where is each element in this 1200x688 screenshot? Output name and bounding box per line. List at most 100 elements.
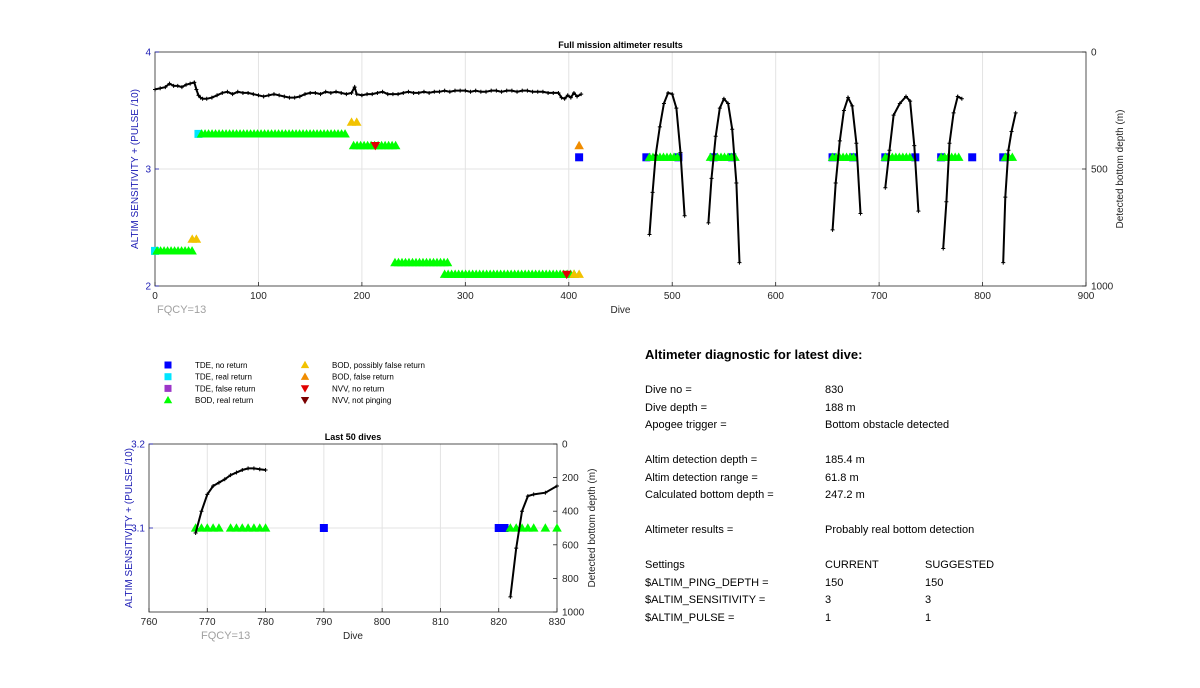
last50-x-tick-label: 760 bbox=[141, 617, 158, 628]
main-marker-nvv-no-return bbox=[561, 270, 572, 280]
last50-marker-bod-real-return bbox=[528, 523, 539, 532]
last50-x-tick-label: 800 bbox=[374, 617, 391, 628]
main-depth-point bbox=[235, 89, 240, 94]
main-depth-point bbox=[411, 90, 416, 95]
main-x-tick-label: 100 bbox=[250, 291, 267, 302]
diag-label: Dive depth = bbox=[645, 401, 708, 414]
main-depth-point bbox=[556, 90, 561, 95]
main-depth-point bbox=[504, 88, 509, 93]
main-depth-point bbox=[401, 90, 406, 95]
main-depth-point bbox=[246, 90, 251, 95]
main-depth-point bbox=[175, 83, 180, 88]
last50-y-right-tick-label: 800 bbox=[562, 574, 579, 585]
main-x-tick-label: 900 bbox=[1078, 291, 1095, 302]
main-depth-point bbox=[559, 95, 564, 100]
main-depth-point bbox=[647, 232, 652, 237]
setting-current: 3 bbox=[825, 594, 832, 606]
main-depth-point bbox=[354, 92, 359, 97]
settings-header-row: Settings CURRENT SUGGESTED bbox=[645, 559, 1165, 577]
diagnostic-row: Calculated bottom depth = 247.2 m bbox=[645, 489, 1165, 507]
main-marker-bod-possibly-false-return bbox=[191, 234, 202, 243]
legend-label: BOD, real return bbox=[195, 396, 253, 405]
main-depth-point bbox=[370, 92, 375, 97]
main-depth-point bbox=[200, 96, 205, 101]
main-depth-point bbox=[916, 209, 921, 214]
main-depth-point bbox=[396, 92, 401, 97]
main-depth-point bbox=[167, 81, 172, 86]
settings-header-suggested: SUGGESTED bbox=[925, 559, 995, 571]
diagnostic-row: Apogee trigger = Bottom obstacle detected bbox=[645, 419, 1165, 437]
main-y-left-tick-label: 4 bbox=[145, 48, 151, 59]
diag-value: 185.4 m bbox=[825, 454, 865, 466]
diag-label: Altimeter results = bbox=[645, 524, 734, 536]
legend-marker bbox=[164, 361, 172, 369]
diag-label: Dive no = bbox=[645, 384, 692, 396]
main-depth-point bbox=[442, 88, 447, 93]
last50-marker-tde-no-return bbox=[500, 524, 509, 532]
main-depth-point bbox=[947, 141, 952, 146]
main-depth-point bbox=[897, 101, 902, 106]
last50-fqcy-annotation: FQCY=13 bbox=[201, 630, 250, 642]
main-y-right-tick-label: 0 bbox=[1091, 48, 1097, 59]
main-depth-point bbox=[302, 92, 307, 97]
main-depth-point bbox=[447, 89, 452, 94]
main-depth-point bbox=[955, 94, 960, 99]
legend-label: NVV, not pinging bbox=[332, 396, 391, 405]
setting-label: $ALTIM_PULSE = bbox=[645, 611, 735, 624]
main-x-tick-label: 700 bbox=[871, 291, 888, 302]
last50-marker-bod-real-return bbox=[214, 523, 224, 532]
main-marker-bod-possibly-false-return bbox=[351, 117, 362, 126]
main-depth-point bbox=[706, 220, 711, 225]
main-depth-point bbox=[1001, 260, 1006, 265]
main-depth-point bbox=[365, 92, 370, 97]
settings-row: $ALTIM_PING_DEPTH = 150 150 bbox=[645, 577, 1165, 595]
diag-label: Calculated bottom depth = bbox=[645, 489, 774, 501]
main-depth-point bbox=[230, 92, 235, 97]
main-depth-line bbox=[1002, 112, 1017, 263]
main-depth-point bbox=[163, 85, 168, 90]
main-depth-point bbox=[297, 94, 302, 99]
main-marker-bod-possibly-false-return bbox=[569, 269, 579, 278]
last50-depth-point bbox=[240, 468, 245, 473]
last50-depth-point bbox=[543, 490, 548, 495]
main-depth-point bbox=[575, 94, 580, 99]
settings-row: $ALTIM_SENSITIVITY = 3 3 bbox=[645, 594, 1165, 612]
last50-depth-point bbox=[211, 484, 216, 488]
main-depth-point bbox=[390, 92, 395, 97]
legend-label: BOD, false return bbox=[332, 373, 394, 382]
main-depth-point bbox=[256, 93, 261, 98]
last50-depth-point bbox=[205, 492, 210, 497]
main-depth-point bbox=[713, 134, 718, 139]
main-depth-point bbox=[730, 127, 735, 132]
diag-label: Apogee trigger = bbox=[645, 419, 727, 431]
main-depth-point bbox=[261, 94, 266, 99]
last50-y-right-tick-label: 1000 bbox=[562, 608, 585, 619]
last50-depth-point bbox=[234, 470, 239, 475]
last50-marker-tde-no-return bbox=[319, 524, 328, 532]
main-depth-point bbox=[251, 92, 256, 97]
last50-y-left-tick-label: 3.2 bbox=[131, 440, 145, 451]
main-depth-point bbox=[941, 246, 946, 251]
main-depth-point bbox=[484, 89, 489, 94]
main-marker-bod-real bbox=[442, 257, 453, 267]
main-depth-point bbox=[344, 92, 349, 97]
main-x-tick-label: 400 bbox=[560, 291, 577, 302]
main-x-tick-label: 800 bbox=[974, 291, 991, 302]
main-depth-point bbox=[830, 227, 835, 232]
main-y-right-tick-label: 1000 bbox=[1091, 282, 1114, 293]
diag-value: 61.8 m bbox=[825, 471, 859, 484]
settings-header-current: CURRENT bbox=[825, 559, 879, 571]
diagnostic-title: Altimeter diagnostic for latest dive: bbox=[645, 347, 863, 362]
last50-marker-bod-real-return bbox=[260, 523, 271, 532]
last50-depth-point bbox=[514, 546, 519, 551]
last50-x-tick-label: 820 bbox=[490, 617, 507, 628]
diag-value: Probably real bottom detection bbox=[825, 524, 975, 536]
last50-depth-point bbox=[193, 531, 198, 536]
main-depth-point bbox=[427, 90, 432, 95]
main-depth-point bbox=[579, 92, 584, 97]
main-depth-point bbox=[562, 96, 567, 101]
main-depth-point bbox=[682, 213, 687, 218]
main-y-left-axis-label: ALTIM SENSITIVITY + (PULSE /10) bbox=[130, 89, 141, 249]
main-depth-point bbox=[359, 93, 364, 98]
main-depth-point bbox=[463, 88, 468, 93]
